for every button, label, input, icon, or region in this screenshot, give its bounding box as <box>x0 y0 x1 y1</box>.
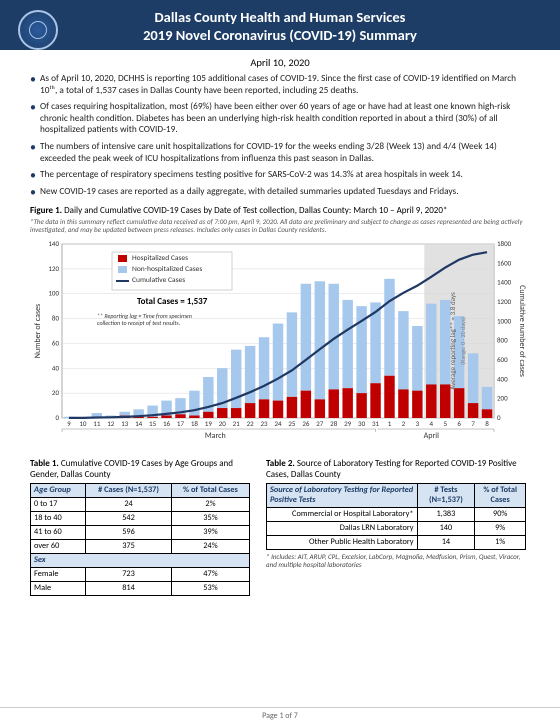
bullet-item: New COVID-19 cases are reported as a dai… <box>30 186 530 198</box>
svg-text:Cumulative number of cases: Cumulative number of cases <box>517 285 527 377</box>
bullet-item: The numbers of intensive care unit hospi… <box>30 141 530 164</box>
svg-text:200: 200 <box>497 394 508 403</box>
svg-text:31: 31 <box>372 419 380 428</box>
svg-text:22: 22 <box>247 419 255 428</box>
svg-text:4: 4 <box>430 419 434 428</box>
bullet-item: As of April 10, 2020, DCHHS is reporting… <box>30 73 530 96</box>
svg-text:15: 15 <box>149 419 157 428</box>
svg-text:7: 7 <box>471 419 475 428</box>
svg-text:6: 6 <box>457 419 461 428</box>
svg-text:28: 28 <box>330 419 338 428</box>
svg-text:80: 80 <box>52 314 60 323</box>
svg-text:24: 24 <box>274 419 282 428</box>
svg-text:20: 20 <box>52 389 60 398</box>
svg-text:25: 25 <box>288 419 296 428</box>
table1-title: Table 1. Cumulative COVID-19 Cases by Ag… <box>30 459 250 481</box>
tables-row: Table 1. Cumulative COVID-19 Cases by Ag… <box>0 457 560 596</box>
svg-text:26: 26 <box>302 419 310 428</box>
table2: Source of Laboratory Testing for Reporte… <box>266 483 526 550</box>
svg-text:1400: 1400 <box>497 278 512 287</box>
bullet-item: The percentage of respiratory specimens … <box>30 169 530 181</box>
figure1-text: Daily and Cumulative COVID-19 Cases by D… <box>64 205 447 216</box>
svg-text:0: 0 <box>55 413 59 422</box>
svg-text:(Range: 0 - 20 days): (Range: 0 - 20 days) <box>459 317 467 365</box>
svg-text:30: 30 <box>358 419 366 428</box>
table2-title-text: Source of Laboratory Testing for Reporte… <box>266 458 517 480</box>
svg-text:400: 400 <box>497 375 508 384</box>
svg-text:13: 13 <box>121 419 129 428</box>
svg-text:18: 18 <box>191 419 199 428</box>
svg-text:April: April <box>424 431 439 441</box>
svg-text:Number of cases: Number of cases <box>33 304 43 358</box>
svg-text:100: 100 <box>48 289 59 298</box>
header-banner: Dallas County Health and Human Services … <box>0 0 560 50</box>
svg-text:Non-hospitalized Cases: Non-hospitalized Cases <box>132 265 202 274</box>
county-seal-icon <box>18 10 58 50</box>
svg-text:17: 17 <box>177 419 185 428</box>
table2-note: * Includes: AIT, ARUP, CPL, Excelsior, L… <box>266 553 526 569</box>
svg-text:600: 600 <box>497 355 508 364</box>
svg-text:3: 3 <box>416 419 420 428</box>
svg-text:Hospitalized Cases: Hospitalized Cases <box>132 254 188 263</box>
svg-text:12: 12 <box>107 419 115 428</box>
header-title-line1: Dallas County Health and Human Services <box>0 8 560 26</box>
svg-text:21: 21 <box>233 419 241 428</box>
svg-text:23: 23 <box>261 419 269 428</box>
figure1-chart: 0204060801001201400200400600800100012001… <box>28 238 532 453</box>
header-title-line2: 2019 Novel Coronavirus (COVID-19) Summar… <box>0 26 560 44</box>
svg-text:1200: 1200 <box>497 297 512 306</box>
svg-text:19: 19 <box>205 419 213 428</box>
svg-text:800: 800 <box>497 336 508 345</box>
bullet-list: As of April 10, 2020, DCHHS is reporting… <box>30 73 530 197</box>
svg-text:120: 120 <box>48 264 59 273</box>
figure1-note: *The data in this summary reflect cumula… <box>0 217 560 236</box>
table2-title: Table 2. Source of Laboratory Testing fo… <box>266 459 526 481</box>
figure1-label: Figure 1. <box>30 205 62 216</box>
svg-text:8: 8 <box>485 419 489 428</box>
page: Dallas County Health and Human Services … <box>0 0 560 725</box>
chart-svg: 0204060801001201400200400600800100012001… <box>28 238 528 453</box>
svg-text:1600: 1600 <box>497 259 512 268</box>
table2-label: Table 2. <box>266 458 295 469</box>
svg-text:1000: 1000 <box>497 317 512 326</box>
summary-bullets: As of April 10, 2020, DCHHS is reporting… <box>0 73 560 206</box>
table2-block: Table 2. Source of Laboratory Testing fo… <box>266 459 526 596</box>
report-date: April 10, 2020 <box>0 56 560 69</box>
svg-text:140: 140 <box>48 239 59 248</box>
svg-text:March: March <box>205 431 226 441</box>
svg-text:2: 2 <box>402 419 406 428</box>
svg-text:Total Cases = 1,537: Total Cases = 1,537 <box>137 296 208 307</box>
table1-label: Table 1. <box>30 458 59 469</box>
bullet-item: Of cases requiring hospitalization, most… <box>30 101 530 136</box>
table1-title-text: Cumulative COVID-19 Cases by Age Groups … <box>30 458 233 480</box>
svg-text:collection to receipt of test: collection to receipt of test results. <box>97 319 180 327</box>
svg-text:Cumulative Cases: Cumulative Cases <box>132 276 185 285</box>
table1: Age Group# Cases (N=1,537)% of Total Cas… <box>30 483 250 596</box>
svg-text:0: 0 <box>497 413 501 422</box>
svg-text:27: 27 <box>316 419 324 428</box>
figure1-caption: Figure 1. Daily and Cumulative COVID-19 … <box>0 206 560 217</box>
svg-text:10: 10 <box>79 419 87 428</box>
svg-text:40: 40 <box>52 364 60 373</box>
svg-text:Average reporting lag** = 3.8: Average reporting lag** = 3.8 days <box>448 292 457 390</box>
svg-text:29: 29 <box>344 419 352 428</box>
svg-text:9: 9 <box>67 419 71 428</box>
svg-text:5: 5 <box>443 419 447 428</box>
page-footer: Page 1 of 7 <box>0 707 560 725</box>
svg-text:1800: 1800 <box>497 239 512 248</box>
svg-text:20: 20 <box>219 419 227 428</box>
svg-text:14: 14 <box>135 419 143 428</box>
svg-text:11: 11 <box>93 419 101 428</box>
svg-text:60: 60 <box>52 339 60 348</box>
svg-text:1: 1 <box>388 419 392 428</box>
svg-text:16: 16 <box>163 419 171 428</box>
table1-block: Table 1. Cumulative COVID-19 Cases by Ag… <box>30 459 250 596</box>
